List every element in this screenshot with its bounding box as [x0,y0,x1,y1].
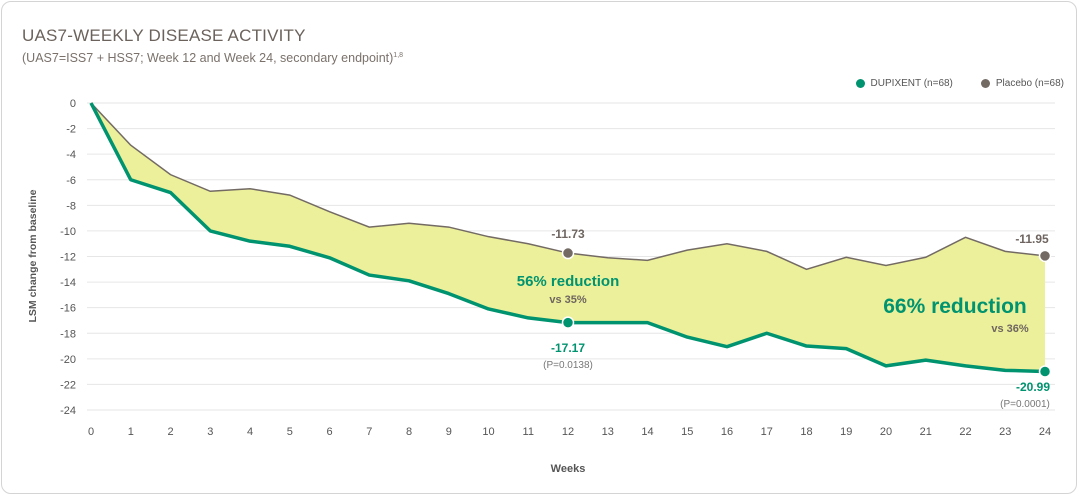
placebo-point-week-12 [561,246,575,260]
y-tick-label: -4 [66,149,76,161]
x-tick-label: 16 [721,426,733,438]
y-tick-label: 0 [70,98,76,110]
y-tick-label: -12 [60,252,76,264]
difference-area [91,103,1045,372]
x-tick-label: 15 [681,426,693,438]
y-tick-label: -6 [66,175,76,187]
placebo-line [90,102,1046,271]
y-tick-label: -10 [60,226,76,238]
label-dupixent-week12: -17.17 [551,341,585,355]
y-tick-label: -16 [60,303,76,315]
x-tick-label: 3 [207,426,213,438]
x-tick-label: 10 [482,426,494,438]
chart-title: UAS7-WEEKLY DISEASE ACTIVITY [22,26,306,45]
legend-item-dupixent: DUPIXENT (n=68) [855,78,953,89]
x-tick-label: 9 [446,426,452,438]
legend-item-placebo: Placebo (n=68) [980,78,1064,89]
x-tick-label: 19 [840,426,852,438]
label-reduction-week24: 66% reduction [883,295,1027,318]
label-reduction-week12: 56% reduction [517,273,620,290]
x-axis-label: Weeks [551,463,586,475]
x-tick-label: 14 [641,426,653,438]
dupixent-point-week-12 [561,316,575,329]
x-tick-label: 4 [247,426,253,438]
x-tick-label: 20 [880,426,892,438]
chart-subtitle: (UAS7=ISS7 + HSS7; Week 12 and Week 24, … [22,51,403,65]
label-vs-week12: vs 35% [549,294,587,306]
x-tick-label: 21 [920,426,932,438]
x-tick-label: 7 [366,426,372,438]
label-p-week12: (P=0.0138) [543,360,593,371]
y-tick-label: -2 [66,124,76,136]
x-tick-label: 0 [88,426,94,438]
subtitle-references: 1,8 [393,51,404,59]
y-tick-label: -22 [60,379,76,391]
x-tick-label: 6 [326,426,332,438]
label-vs-week24: vs 36% [991,323,1029,335]
x-tick-label: 5 [287,426,293,438]
x-tick-label: 23 [999,426,1011,438]
y-tick-label: -18 [60,328,76,340]
label-p-week24: (P=0.0001) [1000,399,1050,410]
x-tick-label: 22 [959,426,971,438]
y-tick-label: -8 [66,200,76,212]
x-tick-label: 8 [406,426,412,438]
label-placebo-week12: -11.73 [551,227,585,241]
dupixent-point-week-24 [1038,365,1052,378]
legend-label-dupixent: DUPIXENT (n=68) [870,78,953,89]
x-tick-label: 18 [800,426,812,438]
x-tick-label: 12 [562,426,574,438]
x-tick-label: 11 [523,426,534,438]
x-tick-label: 24 [1039,426,1051,438]
y-axis-label: LSM change from baseline [27,189,39,322]
legend-label-placebo: Placebo (n=68) [995,78,1064,89]
x-tick-label: 1 [128,426,134,438]
legend-dot-dupixent [855,79,865,88]
label-placebo-week24: -11.95 [1015,232,1049,246]
legend-dot-placebo [980,79,990,88]
x-tick-label: 2 [167,426,173,438]
label-dupixent-week24: -20.99 [1016,380,1050,394]
subtitle-text: (UAS7=ISS7 + HSS7; Week 12 and Week 24, … [22,51,394,65]
y-tick-label: -14 [60,277,76,289]
placebo-point-week-24 [1038,249,1052,263]
x-tick-label: 17 [761,426,773,438]
legend: DUPIXENT (n=68) Placebo (n=68) [855,78,1064,89]
y-tick-label: -24 [60,405,76,417]
x-tick-label: 13 [602,426,614,438]
y-tick-label: -20 [60,354,76,366]
